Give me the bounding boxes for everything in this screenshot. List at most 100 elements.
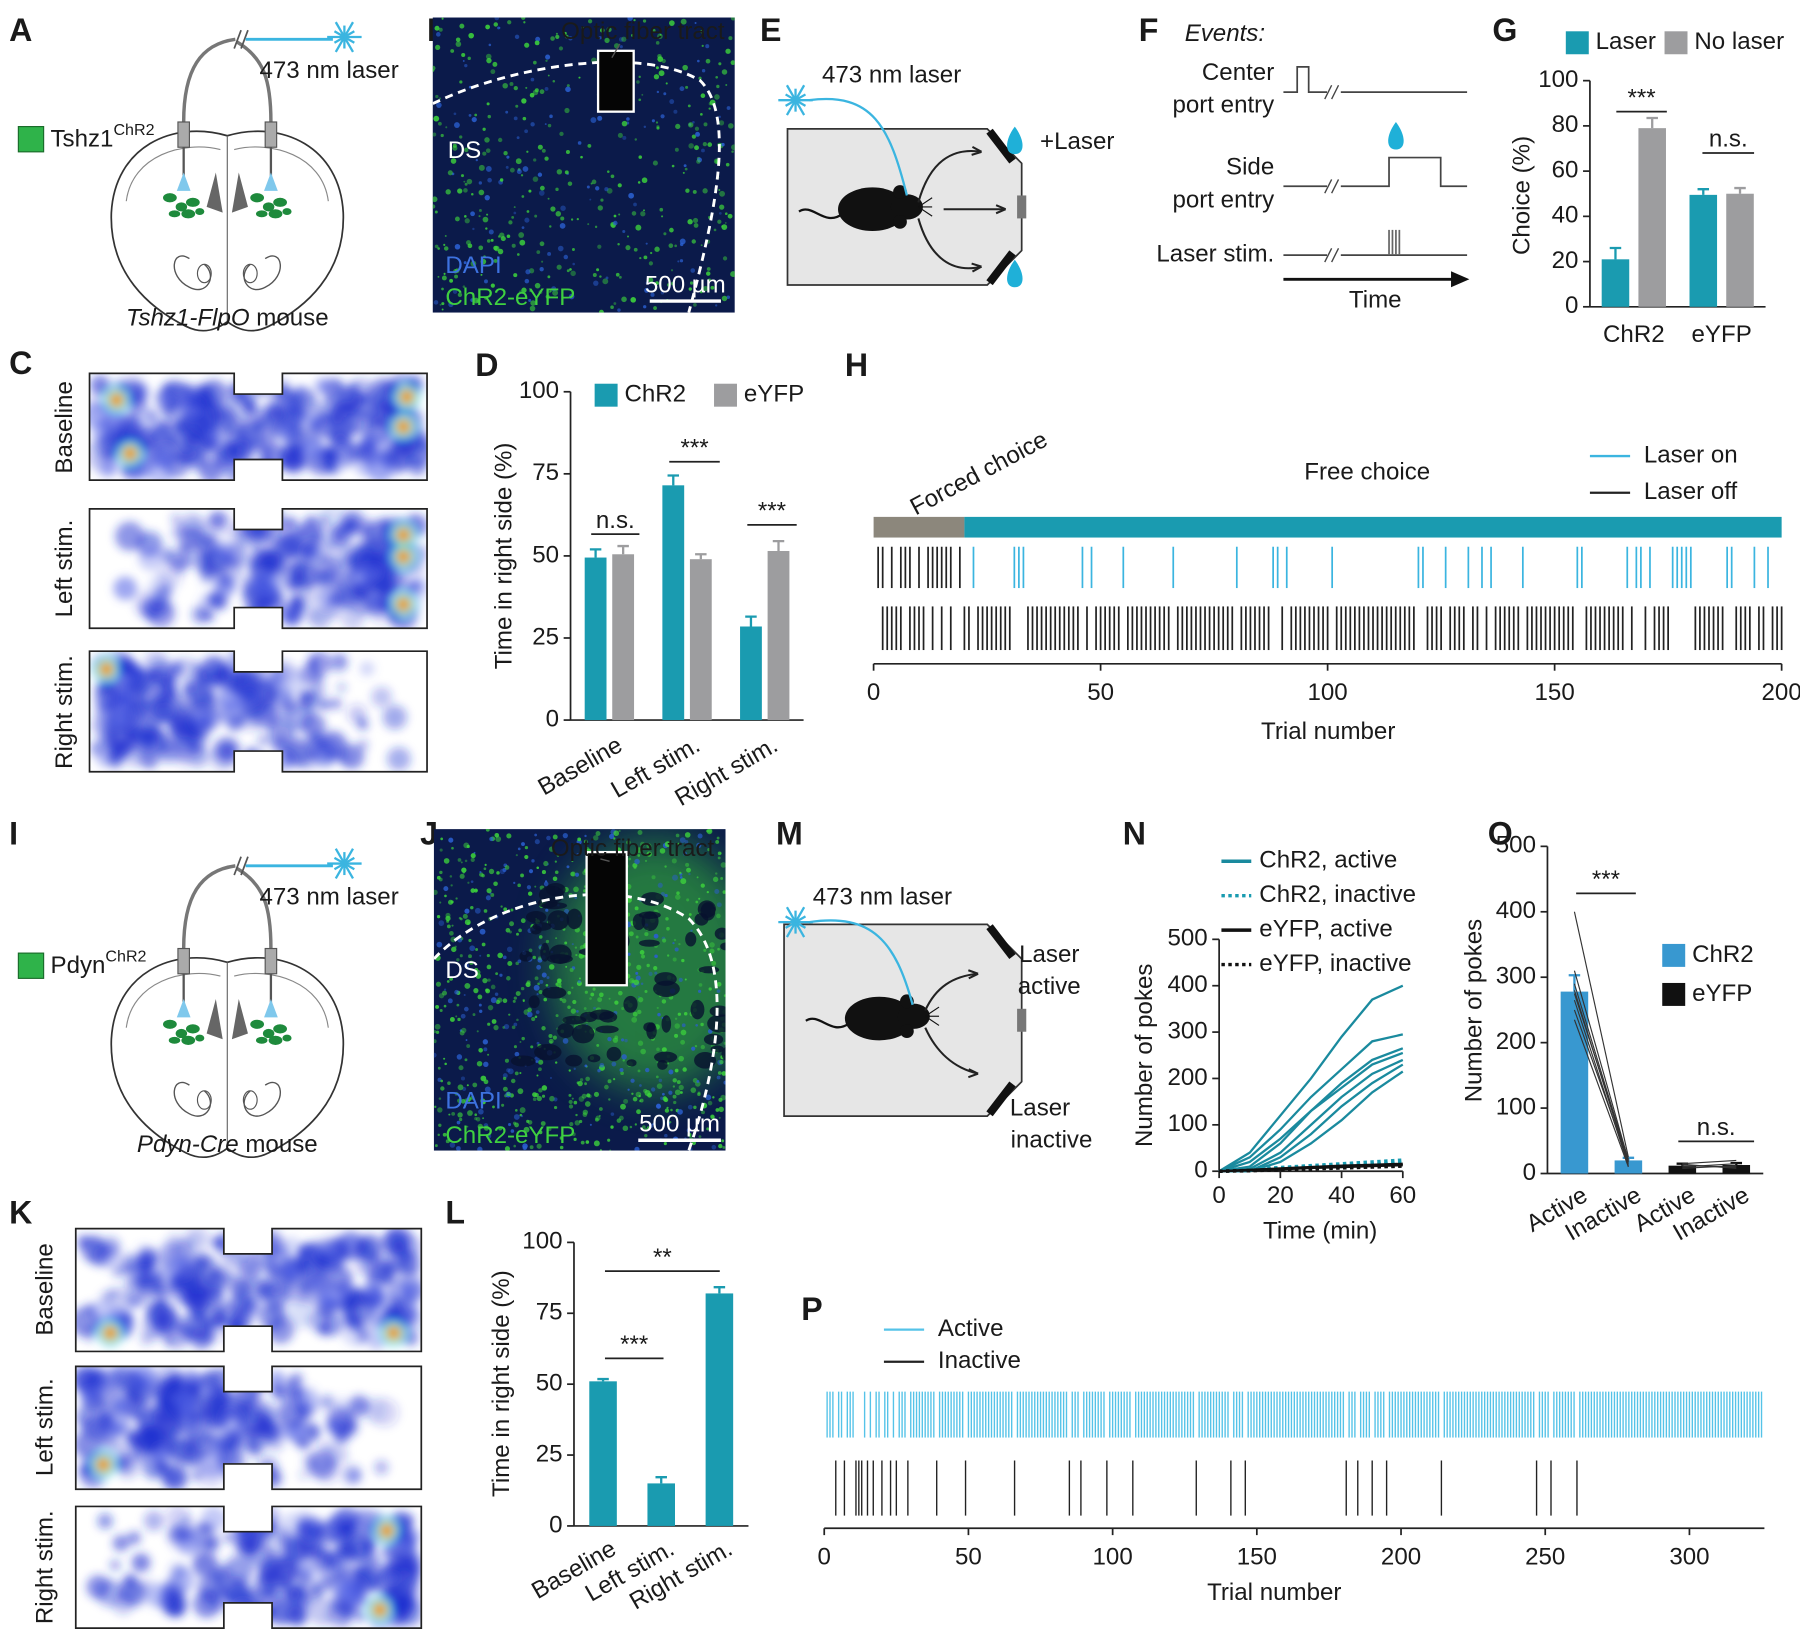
signal-dot bbox=[626, 840, 631, 845]
signal-dot bbox=[719, 1059, 724, 1065]
occupancy bbox=[280, 1535, 296, 1551]
signal-dot bbox=[485, 895, 491, 901]
signal-dot bbox=[506, 946, 513, 953]
signal-dot bbox=[526, 150, 529, 153]
signal-dot bbox=[696, 842, 702, 848]
occupancy bbox=[391, 1235, 403, 1247]
signal-dot bbox=[683, 164, 687, 168]
signal-dot bbox=[633, 202, 637, 207]
legend-label: eYFP bbox=[744, 381, 804, 408]
signal-dot bbox=[578, 977, 582, 980]
occupancy bbox=[186, 744, 210, 768]
x-tick-label: 150 bbox=[1237, 1543, 1277, 1570]
signal-dot bbox=[459, 135, 463, 139]
signal-dot bbox=[695, 1081, 701, 1087]
occupancy bbox=[206, 590, 225, 609]
signal-dot bbox=[617, 308, 621, 312]
individual-line bbox=[1682, 1165, 1737, 1169]
signal-dot bbox=[455, 1146, 461, 1151]
signal-dot bbox=[655, 1075, 659, 1079]
signal-dot bbox=[631, 1092, 634, 1095]
dark-bundle bbox=[525, 911, 547, 924]
dark-bundle bbox=[587, 1054, 601, 1063]
signal-dot bbox=[441, 287, 444, 291]
time-label: Time bbox=[1349, 286, 1402, 313]
individual-line bbox=[1682, 1163, 1737, 1169]
occupancy bbox=[252, 570, 280, 599]
signal-dot bbox=[559, 1136, 564, 1140]
signal-dot bbox=[561, 998, 567, 1004]
hot-spot bbox=[375, 1605, 385, 1615]
signal-dot bbox=[494, 992, 499, 997]
laser-star bbox=[785, 99, 797, 116]
signal-dot bbox=[621, 1007, 625, 1011]
signal-dot bbox=[621, 1054, 627, 1060]
occupancy bbox=[90, 740, 106, 757]
occupancy bbox=[100, 459, 118, 477]
occupancy bbox=[201, 1384, 215, 1397]
signal-dot bbox=[458, 916, 462, 920]
occupancy bbox=[125, 751, 142, 768]
signal-dot bbox=[466, 1084, 469, 1087]
occupancy bbox=[349, 1317, 365, 1334]
signal-dot bbox=[657, 1012, 661, 1017]
x-tick-label: 100 bbox=[1093, 1543, 1133, 1570]
signal-dot bbox=[575, 1113, 578, 1117]
signal-dot bbox=[464, 1006, 469, 1012]
signal-dot bbox=[460, 174, 465, 178]
port-label: +Laser bbox=[1040, 128, 1114, 155]
signal-dot bbox=[443, 1004, 447, 1008]
stain-label: ChR2-eYFP bbox=[445, 284, 575, 311]
arrow-head bbox=[971, 145, 983, 156]
signal-dot bbox=[468, 32, 475, 39]
signal-dot bbox=[645, 1067, 650, 1073]
signal-dot bbox=[663, 1142, 667, 1146]
signal-dot bbox=[573, 1067, 576, 1070]
signal-dot bbox=[485, 227, 488, 230]
signal-dot bbox=[547, 197, 550, 200]
occupancy bbox=[385, 1586, 396, 1597]
occupancy bbox=[259, 1281, 286, 1307]
signal-dot bbox=[443, 246, 449, 251]
signal-dot bbox=[633, 18, 636, 22]
signal-dot bbox=[549, 1076, 553, 1080]
signal-dot bbox=[515, 854, 518, 857]
signal-dot bbox=[480, 1075, 487, 1082]
occupancy bbox=[107, 749, 124, 766]
signal-dot bbox=[644, 932, 649, 937]
occupancy bbox=[238, 1506, 261, 1528]
occupancy bbox=[359, 661, 375, 677]
signal-dot bbox=[483, 867, 487, 871]
occupancy bbox=[115, 521, 145, 551]
signal-dot bbox=[538, 190, 545, 196]
occupancy bbox=[129, 1432, 147, 1450]
bar bbox=[705, 1293, 734, 1526]
signal-dot bbox=[648, 277, 654, 283]
error-bar bbox=[667, 474, 680, 486]
signal-dot bbox=[598, 309, 604, 313]
occupancy bbox=[193, 680, 204, 690]
signal-dot bbox=[706, 267, 711, 271]
signal-dot bbox=[470, 1095, 475, 1100]
signal-dot bbox=[688, 872, 691, 876]
signal-dot bbox=[462, 60, 465, 62]
signal-dot bbox=[470, 905, 474, 910]
heatmap bbox=[75, 1228, 422, 1351]
signal-dot bbox=[533, 984, 540, 991]
signal-dot bbox=[545, 294, 550, 299]
signal-dot bbox=[637, 181, 641, 184]
signal-dot bbox=[687, 1104, 693, 1110]
occupancy bbox=[402, 1330, 419, 1346]
signal-dot bbox=[513, 1022, 518, 1027]
signal-dot bbox=[604, 187, 609, 192]
signal-dot bbox=[456, 1003, 460, 1007]
signal-dot bbox=[524, 129, 529, 134]
signal-dot bbox=[627, 17, 633, 21]
occupancy bbox=[339, 509, 366, 535]
occupancy bbox=[170, 513, 181, 524]
occupancy bbox=[292, 525, 306, 539]
occupancy bbox=[254, 435, 279, 460]
signal-dot bbox=[502, 955, 507, 960]
signal-dot bbox=[710, 285, 715, 290]
